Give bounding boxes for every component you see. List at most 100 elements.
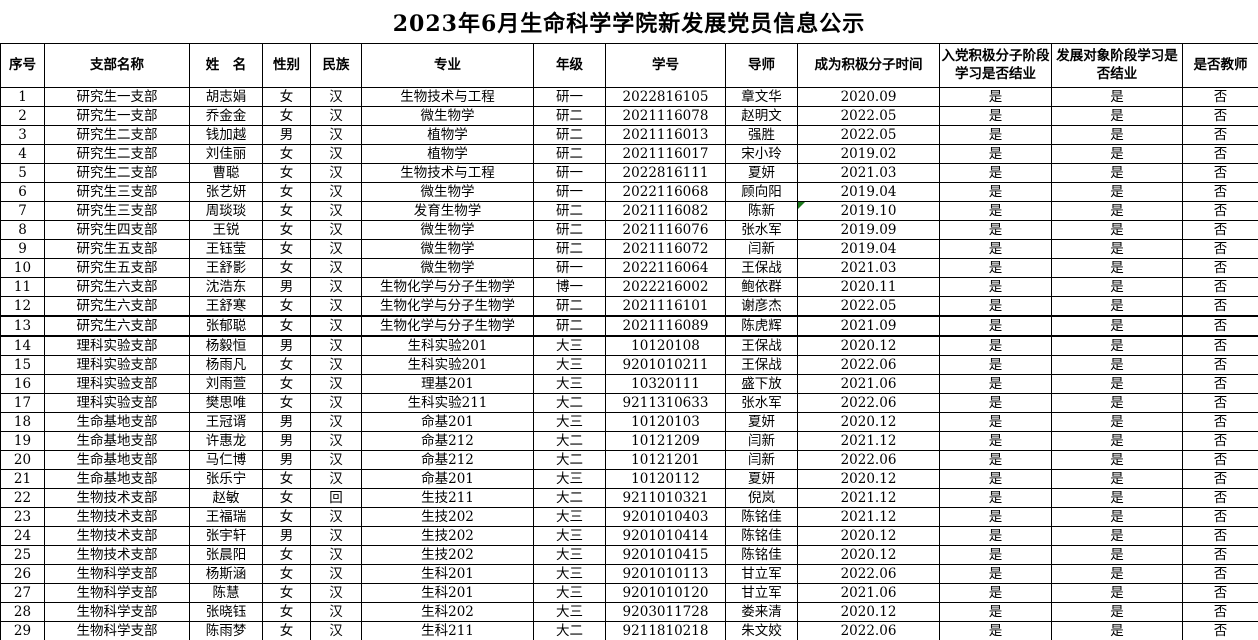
- table-cell: 生科实验211: [361, 393, 534, 413]
- table-cell: 是: [939, 545, 1052, 565]
- table-cell: 11: [0, 277, 45, 297]
- table-cell: 是: [939, 125, 1052, 145]
- table-cell: 否: [1182, 144, 1258, 164]
- table-cell: 大三: [533, 583, 606, 603]
- table-cell: 生科实验201: [361, 335, 534, 356]
- table-cell: 宋小玲: [725, 144, 798, 164]
- table-cell: 是: [939, 526, 1052, 546]
- column-header: 序号: [0, 43, 45, 88]
- table-cell: 是: [1051, 450, 1183, 470]
- table-cell: 陈铭佳: [725, 507, 798, 527]
- table-cell: 汉: [310, 239, 362, 259]
- table-cell: 2021.12: [797, 488, 940, 508]
- table-cell: 赵敏: [189, 488, 263, 508]
- table-cell: 2021116076: [605, 220, 726, 240]
- table-cell: 生物技术支部: [44, 526, 190, 546]
- table-cell: 大二: [533, 621, 606, 640]
- table-cell: 女: [262, 144, 311, 164]
- table-cell: 2022.06: [797, 393, 940, 413]
- table-cell: 是: [939, 277, 1052, 297]
- table-cell: 是: [1051, 335, 1183, 356]
- table-cell: 2019.04: [797, 182, 940, 202]
- table-cell: 男: [262, 526, 311, 546]
- table-cell: 男: [262, 125, 311, 145]
- table-cell: 是: [939, 621, 1052, 640]
- table-cell: 生物技术支部: [44, 488, 190, 508]
- table-cell: 研二: [533, 201, 606, 221]
- table-cell: 钱加越: [189, 125, 263, 145]
- table-cell: 女: [262, 488, 311, 508]
- table-cell: 植物学: [361, 144, 534, 164]
- table-cell: 刘佳丽: [189, 144, 263, 164]
- table-cell: 9201010403: [605, 507, 726, 527]
- table-cell: 是: [1051, 412, 1183, 432]
- table-cell: 植物学: [361, 125, 534, 145]
- table-cell: 2021116101: [605, 296, 726, 317]
- table-cell: 张郁聪: [189, 315, 263, 337]
- table-cell: 27: [0, 583, 45, 603]
- table-cell: 2022116064: [605, 258, 726, 278]
- table-cell: 生科实验201: [361, 355, 534, 375]
- table-cell: 10120108: [605, 335, 726, 356]
- table-cell: 是: [1051, 526, 1183, 546]
- table-cell: 马仁博: [189, 450, 263, 470]
- table-cell: 2021.03: [797, 163, 940, 183]
- table-cell: 生物化学与分子生物学: [361, 277, 534, 297]
- table-cell: 杨斯涵: [189, 564, 263, 584]
- table-cell: 是: [1051, 87, 1183, 107]
- table-cell: 曹聪: [189, 163, 263, 183]
- table-cell: 否: [1182, 469, 1258, 489]
- table-cell: 7: [0, 201, 45, 221]
- table-cell: 是: [939, 182, 1052, 202]
- table-cell: 是: [1051, 545, 1183, 565]
- table-cell: 是: [939, 258, 1052, 278]
- table-row: 17 理科实验支部 樊思唯女汉生科实验211 大二 9211310633 张水军 2022.…: [0, 393, 1258, 413]
- table-cell: 大三: [533, 355, 606, 375]
- column-header: 专业: [361, 43, 534, 88]
- table-cell: 甘立军: [725, 564, 798, 584]
- table-cell: 王舒影: [189, 258, 263, 278]
- table-cell: 18: [0, 412, 45, 432]
- table-cell: 汉: [310, 450, 362, 470]
- column-header: 支部名称: [44, 43, 190, 88]
- table-cell: 研究生三支部: [44, 182, 190, 202]
- table-cell: 生命基地支部: [44, 469, 190, 489]
- table-cell: 汉: [310, 335, 362, 356]
- column-header: 姓 名: [189, 43, 263, 88]
- table-cell: 男: [262, 431, 311, 451]
- table-cell: 研二: [533, 125, 606, 145]
- table-cell: 研究生六支部: [44, 296, 190, 317]
- table-cell: 2021116089: [605, 315, 726, 337]
- table-cell: 是: [1051, 374, 1183, 394]
- table-cell: 8: [0, 220, 45, 240]
- table-cell: 生物技术支部: [44, 507, 190, 527]
- table-row: 26 生物科学支部 杨斯涵女汉生科201 大三 9201010113 甘立军 2022.06…: [0, 564, 1258, 584]
- table-cell: 女: [262, 355, 311, 375]
- table-cell: 2021.03: [797, 258, 940, 278]
- table-row: 27 生物科学支部 陈慧女汉生科201 大三 9201010120 甘立军 2021.06 是…: [0, 583, 1258, 603]
- table-cell: 张艺妍: [189, 182, 263, 202]
- table-cell: 理科实验支部: [44, 393, 190, 413]
- table-cell: 章文华: [725, 87, 798, 107]
- table-cell: 研二: [533, 315, 606, 337]
- table-cell: 研究生二支部: [44, 125, 190, 145]
- table-cell: 汉: [310, 296, 362, 317]
- table-cell: 否: [1182, 277, 1258, 297]
- table-cell: 是: [939, 393, 1052, 413]
- table-cell: 夏妍: [725, 412, 798, 432]
- table-cell: 男: [262, 335, 311, 356]
- table-cell: 2021.06: [797, 374, 940, 394]
- table-cell: 2019.10: [797, 201, 940, 221]
- table-cell: 理科实验支部: [44, 335, 190, 356]
- table-cell: 是: [939, 374, 1052, 394]
- table-cell: 是: [939, 315, 1052, 337]
- table-cell: 否: [1182, 258, 1258, 278]
- table-cell: 3: [0, 125, 45, 145]
- table-cell: 大三: [533, 545, 606, 565]
- table-row: 8 研究生四支部 王锐女汉微生物学 研二 2021116076 张水军 2019.09 是是否: [0, 220, 1258, 240]
- table-cell: 是: [939, 583, 1052, 603]
- table-cell: 15: [0, 355, 45, 375]
- table-cell: 1: [0, 87, 45, 107]
- table-cell: 女: [262, 393, 311, 413]
- table-cell: 否: [1182, 545, 1258, 565]
